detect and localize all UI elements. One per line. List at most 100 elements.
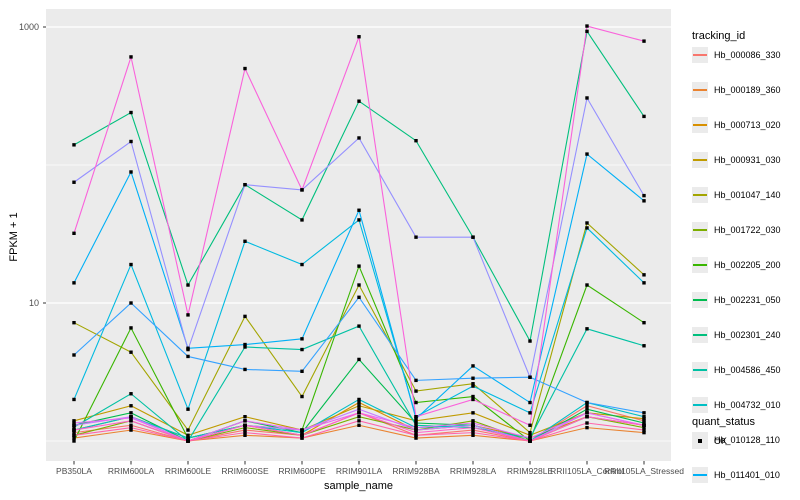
data-point-marker xyxy=(471,376,475,380)
data-point-marker xyxy=(414,414,418,419)
legend-line-icon xyxy=(693,368,707,371)
legend-line-icon xyxy=(693,473,707,476)
legend-key-swatch xyxy=(692,116,708,133)
data-point-marker xyxy=(300,262,304,267)
legend-item-Hb_002205_200: Hb_002205_200 xyxy=(692,256,800,274)
data-point-marker xyxy=(585,96,589,100)
data-point-marker xyxy=(129,170,133,174)
data-point-marker xyxy=(72,433,76,437)
legend-line-icon xyxy=(693,228,707,231)
data-point-marker xyxy=(642,414,646,419)
data-point-marker xyxy=(471,382,475,386)
data-point-marker xyxy=(642,320,646,325)
quant-status-title: quant_status xyxy=(692,416,755,428)
data-point-marker xyxy=(243,414,247,419)
data-point-marker xyxy=(414,235,418,239)
data-point-marker xyxy=(72,430,76,435)
data-point-marker xyxy=(585,24,589,28)
data-point-marker xyxy=(414,378,418,383)
data-point-marker xyxy=(642,193,646,198)
data-point-marker xyxy=(528,439,532,443)
data-point-marker xyxy=(471,397,475,402)
data-point-marker xyxy=(72,423,76,427)
data-point-marker xyxy=(642,419,646,423)
data-point-marker xyxy=(72,436,76,440)
y-tick-label: 1000 xyxy=(18,22,39,32)
data-point-marker xyxy=(471,235,475,239)
legend-item-Hb_001047_140: Hb_001047_140 xyxy=(692,186,800,204)
x-tick-label: RRIM600PE xyxy=(278,466,326,476)
data-point-marker xyxy=(72,421,76,425)
data-point-marker xyxy=(243,428,247,432)
data-point-marker xyxy=(129,404,133,408)
data-point-marker xyxy=(129,139,133,144)
data-point-marker xyxy=(471,433,475,437)
data-point-marker xyxy=(243,342,247,347)
x-tick-label: RRIM600LE xyxy=(164,466,212,476)
legend-key-swatch xyxy=(692,81,708,98)
data-point-marker xyxy=(585,414,589,419)
data-point-marker xyxy=(186,347,190,352)
legend-key-swatch xyxy=(692,221,708,238)
data-point-marker xyxy=(642,411,646,415)
data-point-marker xyxy=(414,433,418,437)
data-point-marker xyxy=(186,354,190,359)
legend-item-label: Hb_000713_020 xyxy=(714,119,781,130)
x-tick-label: RRII105LA_Control xyxy=(550,466,624,476)
data-point-marker xyxy=(528,339,532,343)
data-point-marker xyxy=(186,439,190,443)
data-point-marker xyxy=(585,327,589,331)
data-point-marker xyxy=(129,301,133,305)
data-point-marker xyxy=(129,326,133,330)
data-point-marker xyxy=(72,353,76,357)
data-point-marker xyxy=(528,400,532,405)
data-point-marker xyxy=(357,419,361,423)
data-point-marker xyxy=(72,419,76,423)
data-point-marker xyxy=(186,407,190,411)
data-point-marker xyxy=(129,350,133,354)
data-point-marker xyxy=(528,423,532,427)
data-point-marker xyxy=(414,400,418,405)
x-axis-title: sample_name xyxy=(323,480,394,492)
legend-key-swatch xyxy=(692,256,708,273)
data-point-marker xyxy=(186,313,190,317)
x-tick-label: RRIM928LA xyxy=(449,466,497,476)
data-point-marker xyxy=(528,433,532,437)
y-axis-title: FPKM + 1 xyxy=(8,212,20,262)
data-point-marker xyxy=(300,436,304,440)
data-point-marker xyxy=(642,421,646,425)
data-point-marker xyxy=(129,425,133,430)
data-point-marker xyxy=(642,273,646,277)
legend-key-swatch xyxy=(692,466,708,483)
data-point-marker xyxy=(357,264,361,268)
data-point-marker xyxy=(186,436,190,440)
data-point-marker xyxy=(357,404,361,408)
data-point-marker xyxy=(72,439,76,443)
data-point-marker xyxy=(72,231,76,235)
data-point-marker xyxy=(300,394,304,399)
data-point-marker xyxy=(642,199,646,203)
panel-background xyxy=(46,9,671,461)
x-tick-label: PB350LA xyxy=(56,466,92,476)
quant-ok-label: OK xyxy=(714,435,728,446)
data-point-marker xyxy=(243,425,247,430)
data-point-marker xyxy=(585,404,589,408)
data-point-marker xyxy=(243,182,247,187)
data-point-marker xyxy=(72,320,76,325)
data-point-marker xyxy=(72,281,76,285)
data-point-marker xyxy=(642,344,646,348)
data-point-marker xyxy=(414,389,418,393)
data-point-marker xyxy=(414,138,418,143)
legend-key-swatch xyxy=(692,326,708,343)
legend-line-icon xyxy=(693,263,707,266)
y-tick-label: 10 xyxy=(28,298,39,308)
data-point-marker xyxy=(414,428,418,432)
legend-key-swatch xyxy=(692,186,708,203)
data-point-marker xyxy=(585,425,589,430)
legend-item-label: Hb_002231_050 xyxy=(714,294,781,305)
legend-key-swatch xyxy=(692,396,708,413)
legend-line-icon xyxy=(693,403,707,406)
data-point-marker xyxy=(357,397,361,402)
legend-line-icon xyxy=(693,88,707,91)
legend-item-label: Hb_000086_330 xyxy=(714,49,781,60)
